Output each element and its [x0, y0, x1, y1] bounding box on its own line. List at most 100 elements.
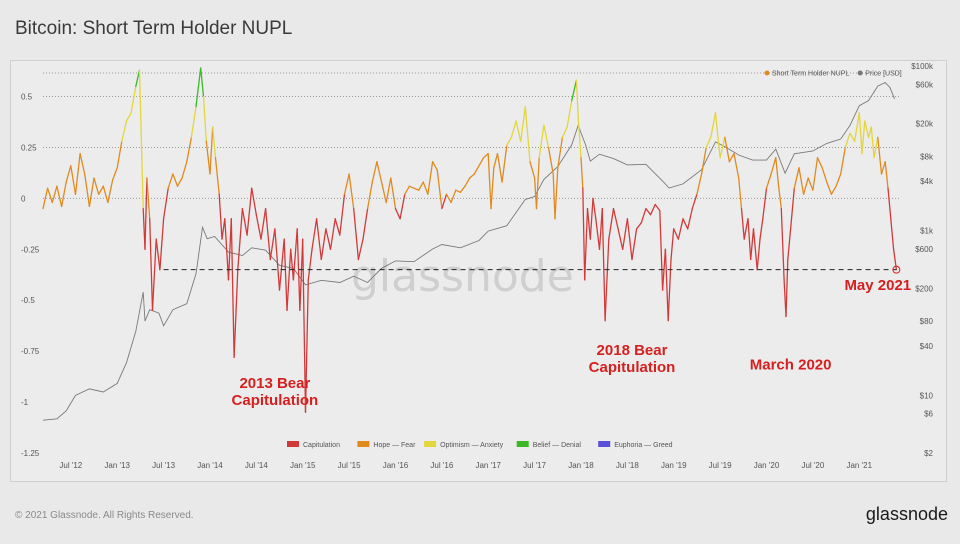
nupl-segment — [612, 207, 619, 230]
nupl-segment — [70, 165, 77, 195]
nupl-segment — [413, 187, 420, 191]
nupl-segment — [770, 157, 777, 175]
nupl-segment — [487, 152, 492, 210]
nupl-segment — [205, 140, 211, 175]
nupl-segment — [785, 258, 789, 318]
nupl-segment — [209, 126, 214, 175]
y-tick-label: -0.75 — [21, 347, 40, 356]
nupl-segment — [696, 173, 703, 195]
legend-bottom: Capitulation Hope — Fear Optimism — Anxiet… — [287, 441, 673, 449]
nupl-segment — [661, 248, 667, 291]
price-line — [42, 81, 895, 421]
nupl-segment — [756, 238, 761, 271]
nupl-segment — [260, 207, 267, 240]
nupl-segment — [816, 157, 823, 169]
y-axis-left: 0.5 0.25 0 -0.25 -0.5 -0.75 -1 -1.25 — [21, 93, 40, 458]
page-title: Bitcoin: Short Term Holder NUPL — [15, 18, 293, 39]
nupl-segment — [74, 152, 81, 195]
nupl-segment — [478, 157, 485, 167]
y-tick-label-right: $60k — [916, 80, 934, 89]
copyright: © 2021 Glassnode. All Rights Reserved. — [15, 510, 194, 521]
nupl-segment — [682, 218, 689, 230]
y-tick-label-right: $6 — [924, 410, 933, 419]
y-tick-label-right: $200 — [915, 284, 933, 293]
x-tick-label: Jan '15 — [290, 461, 316, 470]
nupl-segment — [543, 124, 550, 149]
chart-panel: glassnode 0.5 0.25 0 -0.25 -0.5 -0.75 -1 -1.25 … — [10, 60, 947, 482]
nupl-segment — [278, 238, 285, 291]
nupl-segment — [329, 218, 336, 250]
annotation-label: Capitulation — [232, 392, 319, 409]
legend-bottom-swatch — [287, 441, 299, 447]
nupl-segment — [399, 193, 406, 220]
x-tick-label: Jan '14 — [197, 461, 223, 470]
nupl-segment — [98, 185, 104, 195]
nupl-segment — [482, 152, 489, 159]
nupl-segment — [529, 161, 536, 179]
nupl-segment — [371, 161, 378, 183]
nupl-segment — [566, 99, 573, 128]
nupl-segment — [873, 136, 879, 159]
y-tick-label-right: $10 — [920, 391, 934, 400]
y-tick-label-right: $80 — [920, 317, 934, 326]
nupl-segment — [353, 207, 360, 261]
nupl-segment — [687, 207, 693, 230]
nupl-segment — [793, 167, 800, 189]
nupl-segment — [159, 218, 165, 271]
grid-layer — [43, 72, 901, 199]
nupl-segment — [311, 218, 318, 250]
nupl-series — [42, 67, 898, 413]
nupl-segment — [538, 124, 545, 159]
nupl-segment — [586, 207, 591, 240]
nupl-segment — [172, 173, 179, 187]
nupl-segment — [750, 228, 755, 261]
nupl-segment — [705, 136, 712, 149]
nupl-segment — [877, 136, 883, 175]
nupl-segment — [269, 228, 276, 261]
nupl-segment — [366, 181, 373, 210]
nupl-segment — [404, 185, 411, 195]
y-tick-label: 0.5 — [21, 93, 33, 102]
nupl-segment — [595, 218, 601, 250]
nupl-segment — [459, 185, 466, 193]
nupl-segment — [738, 177, 743, 210]
nupl-segment — [107, 179, 114, 204]
nupl-segment — [56, 185, 63, 208]
nupl-segment — [304, 279, 309, 413]
legend-bottom-label: Capitulation — [303, 442, 340, 449]
nupl-segment — [339, 193, 346, 236]
nupl-segment — [853, 112, 860, 143]
nupl-segment — [635, 222, 642, 230]
nupl-segment — [520, 106, 526, 143]
nupl-segment — [775, 157, 780, 187]
nupl-segment — [138, 69, 144, 210]
nupl-segment — [315, 218, 322, 261]
y-tick-label-right: $4k — [920, 177, 934, 186]
nupl-segment — [202, 95, 207, 143]
nupl-segment — [649, 203, 656, 216]
nupl-segment — [617, 228, 624, 250]
nupl-segment — [510, 120, 517, 138]
y-tick-label: 0.25 — [21, 143, 37, 152]
nupl-segment — [296, 228, 301, 312]
nupl-segment — [290, 248, 295, 281]
nupl-segment — [224, 218, 230, 281]
annotation-label: May 2021 — [844, 277, 911, 294]
nupl-segment — [890, 218, 895, 250]
nupl-segment — [798, 167, 805, 195]
nupl-segment — [60, 181, 67, 208]
nupl-segment — [554, 167, 559, 220]
x-tick-label: Jul '13 — [152, 461, 175, 470]
nupl-segment — [812, 157, 819, 191]
nupl-segment — [821, 167, 828, 183]
x-tick-label: Jul '19 — [709, 461, 732, 470]
x-tick-label: Jan '19 — [661, 461, 687, 470]
nupl-segment — [752, 228, 758, 271]
x-tick-label: Jul '17 — [523, 461, 546, 470]
nupl-segment — [380, 181, 387, 204]
nupl-segment — [864, 120, 870, 138]
y-tick-label-right: $100k — [911, 62, 934, 71]
nupl-segment — [394, 207, 401, 220]
nupl-segment — [450, 189, 457, 204]
nupl-segment — [299, 238, 304, 312]
